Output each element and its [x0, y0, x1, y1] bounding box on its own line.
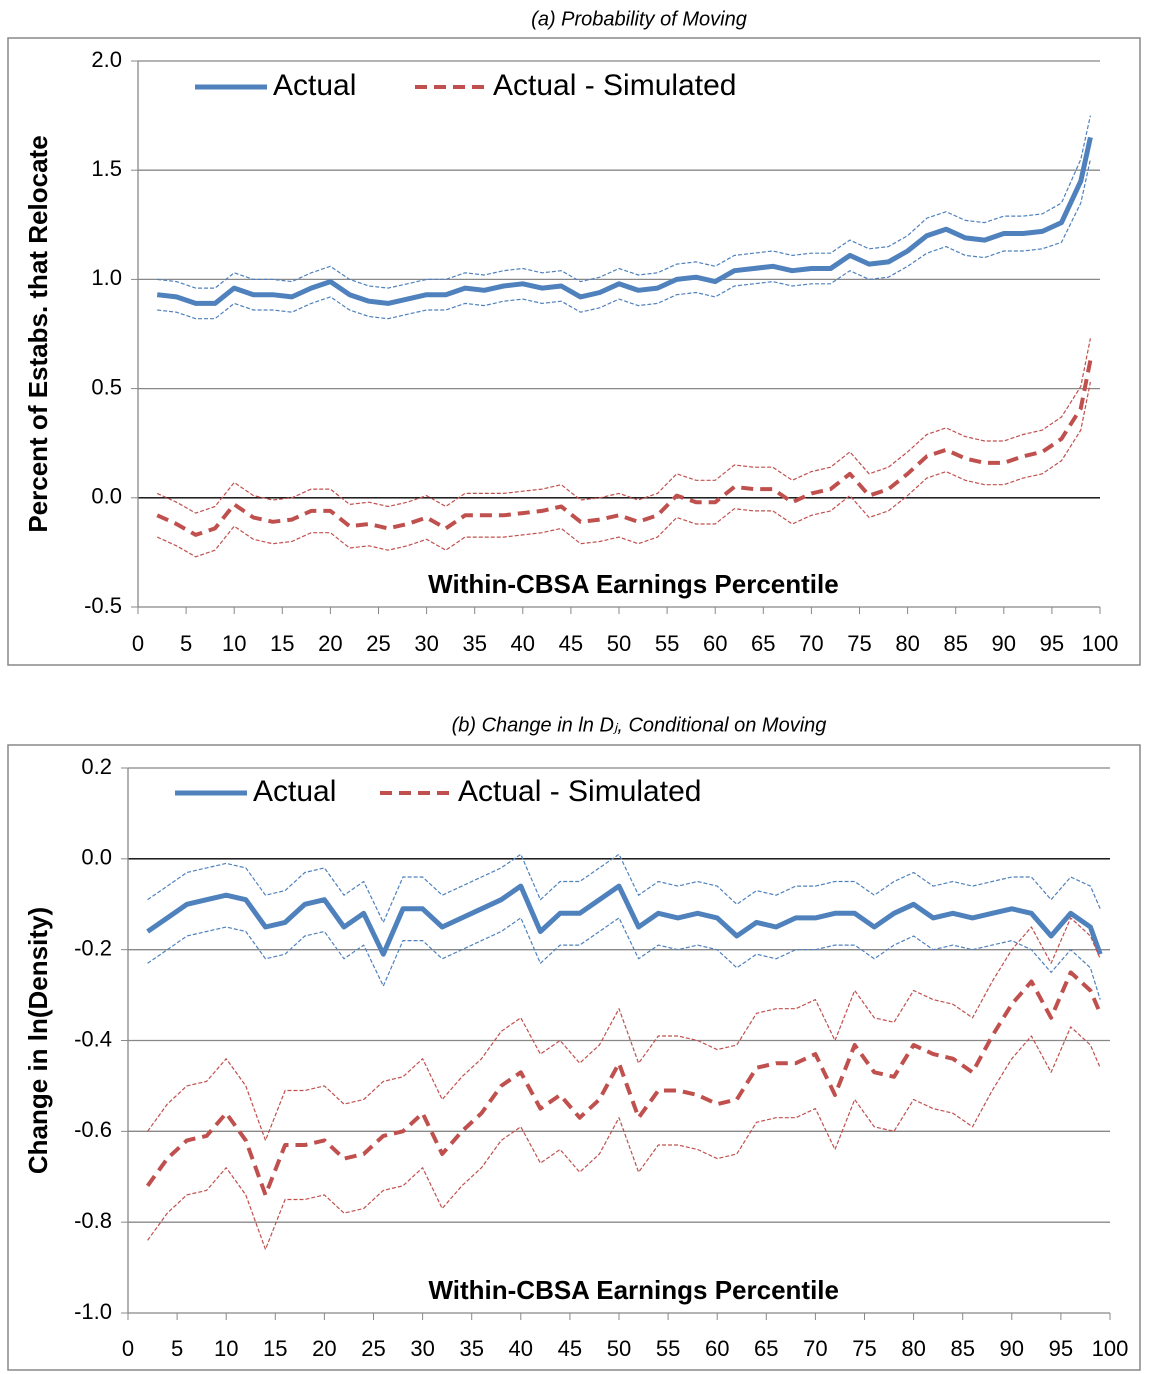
y-tick-label: 0.0: [81, 845, 112, 870]
x-tick-label: 55: [655, 631, 679, 656]
x-tick-label: 0: [122, 1336, 134, 1361]
chart-title: (b) Change in ln Dⱼ, Conditional on Movi…: [452, 714, 827, 736]
chart-title: (a) Probability of Moving: [531, 8, 747, 30]
x-tick-label: 90: [992, 631, 1016, 656]
legend-label: Actual: [273, 69, 356, 102]
x-tick-label: 25: [361, 1336, 385, 1361]
x-tick-label: 65: [754, 1336, 778, 1361]
x-tick-label: 70: [799, 631, 823, 656]
confidence-line: [157, 159, 1091, 320]
x-tick-label: 60: [705, 1336, 729, 1361]
y-tick-label: -0.5: [84, 593, 122, 618]
y-tick-label: -0.6: [74, 1117, 112, 1142]
y-tick-label: 1.5: [91, 156, 122, 181]
x-tick-label: 45: [559, 631, 583, 656]
y-axis-label: Change in ln(Density): [23, 907, 53, 1174]
y-tick-label: -0.8: [74, 1208, 112, 1233]
x-axis-label: Within-CBSA Earnings Percentile: [428, 1275, 839, 1305]
x-tick-label: 60: [703, 631, 727, 656]
x-tick-label: 75: [847, 631, 871, 656]
x-tick-label: 80: [901, 1336, 925, 1361]
x-tick-label: 40: [511, 631, 535, 656]
panel-frame: [7, 744, 1141, 1371]
confidence-line: [147, 1026, 1101, 1250]
confidence-line: [147, 853, 1101, 923]
x-tick-label: 95: [1040, 631, 1064, 656]
confidence-line: [157, 115, 1091, 289]
x-tick-label: 80: [895, 631, 919, 656]
x-tick-label: 95: [1049, 1336, 1073, 1361]
x-tick-label: 100: [1092, 1336, 1129, 1361]
x-tick-label: 45: [558, 1336, 582, 1361]
x-tick-label: 75: [852, 1336, 876, 1361]
x-tick-label: 55: [656, 1336, 680, 1361]
series-line: [156, 359, 1093, 537]
x-tick-label: 35: [459, 1336, 483, 1361]
x-tick-label: 20: [312, 1336, 336, 1361]
x-tick-label: 10: [214, 1336, 238, 1361]
legend-label: Actual - Simulated: [493, 69, 736, 102]
confidence-line: [147, 917, 1101, 1141]
x-tick-label: 0: [132, 631, 144, 656]
y-tick-label: -0.2: [74, 935, 112, 960]
x-tick-label: 50: [607, 631, 631, 656]
confidence-line: [156, 338, 1091, 514]
x-tick-label: 30: [410, 1336, 434, 1361]
x-tick-label: 15: [270, 631, 294, 656]
x-tick-label: 40: [509, 1336, 533, 1361]
x-tick-label: 65: [751, 631, 775, 656]
y-tick-label: 0.0: [91, 484, 122, 509]
y-tick-label: 1.0: [91, 265, 122, 290]
x-tick-label: 5: [180, 631, 192, 656]
x-tick-label: 30: [414, 631, 438, 656]
x-tick-label: 85: [943, 631, 967, 656]
x-tick-label: 10: [222, 631, 246, 656]
legend-label: Actual: [253, 775, 336, 808]
y-tick-label: 2.0: [91, 47, 122, 72]
y-tick-label: -0.4: [74, 1026, 112, 1051]
x-tick-label: 90: [1000, 1336, 1024, 1361]
y-tick-label: 0.2: [81, 754, 112, 779]
series-line: [156, 136, 1093, 306]
x-tick-label: 20: [318, 631, 342, 656]
y-tick-label: -1.0: [74, 1299, 112, 1324]
x-tick-label: 85: [950, 1336, 974, 1361]
x-tick-label: 15: [263, 1336, 287, 1361]
series-line: [146, 883, 1103, 957]
x-tick-label: 70: [803, 1336, 827, 1361]
y-axis-label: Percent of Estabs. that Relocate: [23, 135, 53, 532]
series-line: [145, 970, 1103, 1197]
x-tick-label: 5: [171, 1336, 183, 1361]
y-tick-label: 0.5: [91, 374, 122, 399]
panel-frame: [7, 37, 1141, 666]
x-tick-label: 25: [366, 631, 390, 656]
confidence-line: [147, 917, 1101, 1000]
confidence-line: [156, 381, 1091, 558]
x-axis-label: Within-CBSA Earnings Percentile: [428, 569, 839, 599]
x-tick-label: 35: [462, 631, 486, 656]
x-tick-label: 100: [1082, 631, 1119, 656]
legend-label: Actual - Simulated: [458, 775, 701, 808]
x-tick-label: 50: [607, 1336, 631, 1361]
